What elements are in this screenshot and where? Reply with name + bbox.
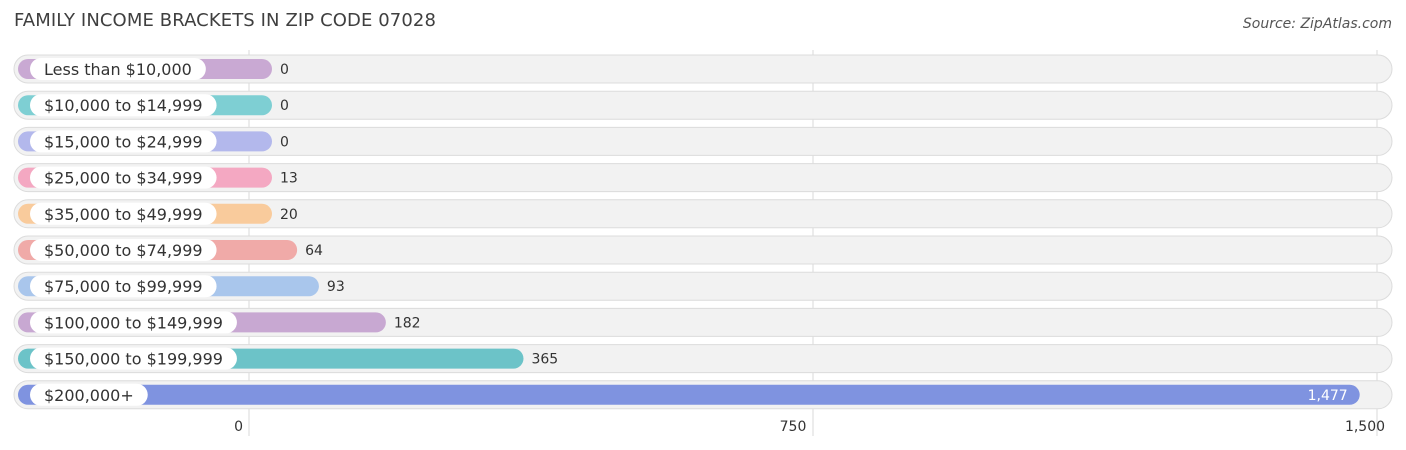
category-label: $50,000 to $74,999 bbox=[44, 241, 203, 260]
row-background bbox=[13, 163, 1393, 193]
bar-row: $200,000+ 1,477 bbox=[13, 380, 1393, 410]
bar-row: $35,000 to $49,999 20 bbox=[13, 199, 1393, 229]
category-label-pill bbox=[30, 239, 217, 261]
x-tick-label: 750 bbox=[780, 419, 807, 435]
category-label: $200,000+ bbox=[44, 386, 134, 405]
bar-row: $100,000 to $149,999 182 bbox=[13, 307, 1393, 337]
category-label: $75,000 to $99,999 bbox=[44, 277, 203, 296]
category-label: $10,000 to $14,999 bbox=[44, 96, 203, 115]
category-label: $35,000 to $49,999 bbox=[44, 205, 203, 224]
value-label: 182 bbox=[394, 315, 421, 331]
category-label: $25,000 to $34,999 bbox=[44, 169, 203, 188]
bar-row: $150,000 to $199,999 365 bbox=[13, 344, 1393, 374]
bar-row: $75,000 to $99,999 93 bbox=[13, 271, 1393, 301]
value-label: 93 bbox=[327, 279, 345, 295]
value-label: 365 bbox=[531, 352, 558, 368]
x-tick-label: 1,500 bbox=[1345, 419, 1385, 435]
category-label-pill bbox=[30, 383, 148, 406]
bar-row: $15,000 to $24,999 0 bbox=[13, 126, 1393, 156]
value-label: 64 bbox=[305, 243, 323, 259]
category-label: $100,000 to $149,999 bbox=[44, 313, 223, 332]
value-label: 20 bbox=[280, 207, 298, 223]
rows-layer: Less than $10,000 0$10,000 to $14,999 0$15… bbox=[13, 54, 1393, 410]
value-label: 1,477 bbox=[1308, 388, 1348, 404]
category-label: $150,000 to $199,999 bbox=[44, 350, 223, 369]
value-label: 0 bbox=[280, 134, 289, 150]
category-label: Less than $10,000 bbox=[44, 60, 192, 79]
category-label-pill bbox=[30, 130, 217, 153]
bar bbox=[18, 384, 1360, 405]
bar-row: Less than $10,000 0 bbox=[13, 54, 1393, 84]
bar-row: $50,000 to $74,999 64 bbox=[13, 235, 1393, 265]
category-label-pill bbox=[30, 275, 217, 298]
category-label-pill bbox=[30, 58, 206, 80]
row-background bbox=[13, 199, 1393, 229]
category-label-pill bbox=[30, 347, 237, 370]
chart-title: FAMILY INCOME BRACKETS IN ZIP CODE 07028 bbox=[14, 10, 437, 31]
value-label: 13 bbox=[280, 171, 298, 187]
bar-row: $10,000 to $14,999 0 bbox=[13, 90, 1393, 120]
category-label-pill bbox=[30, 311, 237, 334]
row-background bbox=[13, 271, 1393, 301]
value-label: 0 bbox=[280, 62, 289, 78]
bar-row: $25,000 to $34,999 13 bbox=[13, 163, 1393, 193]
x-axis-ticks: 0 750 1,500 bbox=[234, 419, 1385, 435]
row-background bbox=[13, 126, 1393, 156]
row-background bbox=[13, 54, 1393, 84]
row-background bbox=[13, 90, 1393, 120]
value-label: 0 bbox=[280, 98, 289, 114]
category-label-pill bbox=[30, 166, 217, 189]
category-label-pill bbox=[30, 94, 217, 117]
x-tick-label: 0 bbox=[234, 419, 243, 435]
category-label-pill bbox=[30, 202, 217, 225]
category-label: $15,000 to $24,999 bbox=[44, 132, 203, 151]
row-background bbox=[13, 235, 1393, 265]
chart-source: Source: ZipAtlas.com bbox=[1242, 16, 1392, 32]
